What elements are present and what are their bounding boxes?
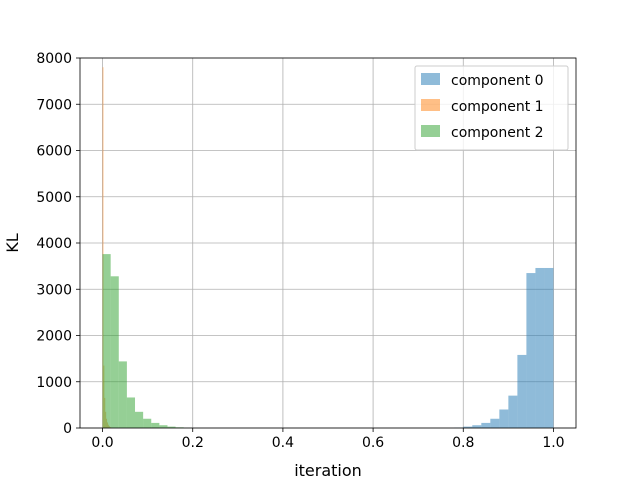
- histogram-bar-component-0: [535, 267, 545, 428]
- legend-label-component-2: component 2: [451, 125, 544, 141]
- histogram-bar-component-2: [151, 422, 160, 428]
- y-tick-label: 1000: [36, 375, 72, 391]
- x-tick-label: 0.0: [91, 435, 113, 451]
- legend-box: [414, 65, 569, 151]
- x-tick-label: 1.0: [542, 435, 564, 451]
- y-tick-label: 8000: [36, 51, 72, 67]
- x-tick-label: 0.8: [452, 435, 474, 451]
- legend-label-component-0: component 0: [451, 73, 544, 89]
- histogram-bar-component-1: [102, 67, 104, 428]
- histogram-bar-component-2: [110, 276, 119, 428]
- histogram-bar-component-2: [143, 418, 152, 428]
- y-tick-label: 5000: [36, 190, 72, 206]
- legend: component 0 component 1 component 2: [414, 65, 569, 151]
- histogram-bar-component-0: [544, 267, 554, 428]
- histogram-bar-component-2: [102, 254, 111, 428]
- y-tick-label: 4000: [36, 236, 72, 252]
- histogram-bar-component-0: [481, 422, 491, 428]
- y-tick-label: 0: [63, 421, 72, 437]
- y-axis-title: KL: [3, 233, 22, 252]
- histogram-bar-component-0: [463, 426, 473, 428]
- x-tick-label: 0.4: [272, 435, 294, 451]
- ticks-layer: 0.0 0.2 0.4 0.6 0.8 1.0 0 1000 2000 3000 4000 5000 6…: [36, 51, 564, 451]
- histogram-bar-component-2: [135, 411, 144, 428]
- y-tick-label: 3000: [36, 282, 72, 298]
- x-axis-title: iteration: [294, 461, 362, 480]
- histogram-bar-component-2: [159, 425, 168, 428]
- histogram-bar-component-2: [118, 361, 127, 428]
- histogram-bar-component-2: [167, 426, 176, 428]
- histogram-bar-component-0: [526, 273, 536, 428]
- x-tick-label: 0.6: [362, 435, 384, 451]
- histogram-bar-component-0: [517, 354, 527, 428]
- x-tick-label: 0.2: [182, 435, 204, 451]
- y-tick-label: 7000: [36, 97, 72, 113]
- histogram-bar-component-0: [472, 425, 482, 428]
- bars-layer: [102, 67, 554, 428]
- histogram-bar-component-0: [508, 395, 518, 428]
- histogram-bar-component-0: [499, 409, 509, 428]
- histogram-bar-component-0: [490, 418, 500, 428]
- y-tick-label: 2000: [36, 329, 72, 345]
- histogram-bar-component-2: [126, 397, 136, 428]
- legend-swatch-component-2: [421, 125, 440, 137]
- legend-swatch-component-1: [421, 99, 440, 111]
- legend-label-component-1: component 1: [451, 99, 544, 115]
- y-tick-label: 6000: [36, 144, 72, 160]
- legend-swatch-component-0: [421, 73, 440, 85]
